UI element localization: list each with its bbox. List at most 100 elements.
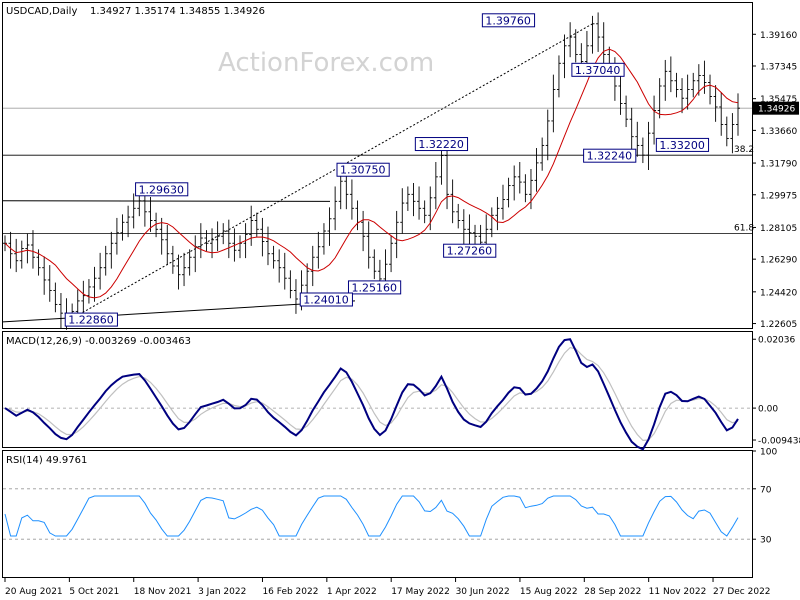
price-tick-label: 1.26290 (760, 256, 797, 266)
price-bar (540, 137, 545, 171)
price-bar (316, 231, 321, 269)
price-bar (109, 231, 114, 269)
price-bar (674, 72, 679, 98)
price-bar (333, 186, 338, 231)
price-bar (668, 56, 673, 93)
price-bar (562, 34, 567, 79)
price-bar (271, 245, 276, 269)
price-bar (372, 249, 377, 280)
price-bar (517, 162, 522, 194)
price-bar (14, 238, 19, 273)
current-price-value: 1.34926 (758, 105, 795, 115)
annotation-box (655, 137, 710, 152)
price-bar (137, 192, 142, 217)
price-bar (646, 121, 651, 171)
price-bar (92, 266, 97, 302)
price-bar (534, 148, 539, 192)
price-bar (293, 279, 298, 314)
price-annotation: 1.32240 (583, 148, 637, 163)
price-bar (489, 207, 494, 238)
price-bar (131, 193, 136, 229)
macd-tick-label: -0.009438 (758, 437, 800, 447)
price-bar (321, 223, 326, 255)
macd-line (4, 338, 739, 451)
macd-tick-label: 0.00 (758, 405, 778, 415)
x-tick-label: 30 Jun 2022 (456, 587, 510, 597)
price-annotation: 1.25160 (347, 280, 402, 295)
price-bar (719, 92, 724, 136)
price-annotation: 1.24010 (299, 292, 353, 307)
price-bar (523, 174, 528, 203)
sma-line (4, 48, 739, 299)
x-tick-label: 3 Jan 2022 (198, 587, 246, 597)
symbol-label: USDCAD,Daily (6, 6, 77, 17)
price-bar (182, 252, 187, 287)
price-bar (601, 22, 606, 66)
annotation-text: 1.32220 (418, 138, 464, 151)
price-bar (154, 212, 159, 238)
price-bar (170, 245, 175, 274)
price-bar (551, 74, 556, 133)
price-bar (730, 113, 735, 154)
price-bar (736, 93, 740, 136)
rsi-layer (3, 488, 752, 540)
price-bar (165, 224, 170, 266)
x-tick-label: 15 Aug 2022 (520, 587, 578, 597)
price-tick-label: 1.24420 (760, 288, 797, 298)
price-bar (310, 245, 315, 287)
price-bar (405, 186, 410, 211)
macd-signal-line (4, 346, 739, 442)
price-bar (573, 29, 578, 63)
annotation-box (64, 312, 118, 327)
price-bar (568, 22, 573, 58)
annotation-text: 1.39760 (485, 14, 530, 27)
price-layer: 38.2 61.8 1.39760 1.37040 1.33200 1.32240 1.32… (2, 12, 754, 330)
price-bar (556, 55, 561, 98)
price-tick-label: 1.35475 (760, 95, 797, 105)
rsi-tick-label: 30 (760, 536, 772, 546)
price-bar (58, 293, 63, 328)
price-bar (445, 144, 450, 210)
annotation-box (414, 137, 469, 152)
price-bar (389, 235, 394, 273)
price-bar (226, 219, 231, 259)
axis-layer: 1.39160 1.37345 1.35475 1.33660 1.31790 1.299… (4, 31, 800, 597)
rsi-tick-label: 100 (760, 448, 777, 458)
price-bar (652, 95, 657, 145)
price-bar (439, 147, 444, 185)
price-bar (120, 214, 125, 241)
price-bar (450, 179, 455, 224)
price-bar (277, 249, 282, 283)
x-tick-label: 28 Sep 2022 (584, 587, 641, 597)
price-bar (349, 179, 354, 220)
price-bar (148, 196, 153, 232)
price-bar (187, 249, 192, 276)
macd-label: MACD(12,26,9) -0.003269 -0.003463 (6, 336, 191, 347)
price-bar (702, 60, 707, 94)
price-bar (126, 205, 131, 238)
price-bar (198, 223, 203, 259)
price-bar (596, 12, 601, 52)
price-bar (417, 186, 422, 220)
price-bar (400, 188, 405, 234)
rsi-line (4, 495, 739, 537)
price-bar (724, 116, 729, 147)
price-bar (713, 85, 718, 122)
price-bar (411, 182, 416, 217)
price-bar (265, 226, 270, 266)
price-bar (282, 252, 287, 290)
price-tick-label: 1.22605 (760, 320, 797, 330)
price-bar (361, 210, 366, 252)
rsi-label: RSI(14) 49.9761 (6, 455, 87, 466)
price-bar (663, 59, 668, 101)
annotation-text: 1.29630 (139, 183, 185, 196)
price-tick-label: 1.31790 (760, 160, 797, 170)
price-annotation: 1.32220 (414, 137, 469, 152)
x-tick-label: 27 Dec 2022 (713, 587, 771, 597)
price-annotation: 1.30750 (336, 162, 390, 177)
price-bar (590, 15, 595, 54)
price-bar (629, 107, 634, 152)
current-price-tag: 1.34926 (753, 101, 799, 115)
macd-tick-label: 0.02036 (758, 336, 795, 346)
annotation-box (481, 13, 536, 28)
